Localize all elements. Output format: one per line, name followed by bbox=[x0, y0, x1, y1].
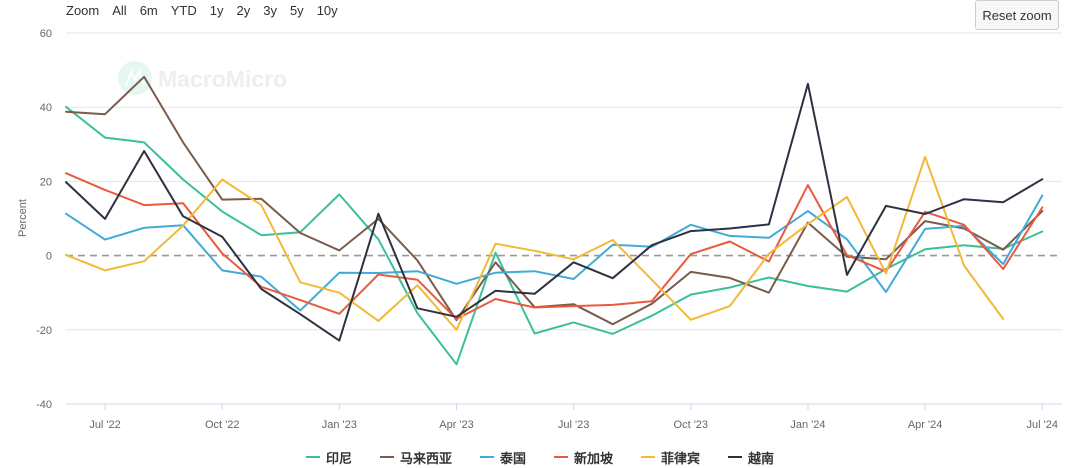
watermark-text: MacroMicro bbox=[158, 66, 287, 92]
y-tick-label: 0 bbox=[46, 251, 52, 263]
zoom-all-button[interactable]: All bbox=[112, 3, 127, 18]
series-lines bbox=[65, 75, 1044, 366]
x-tick-label: Apr '24 bbox=[908, 419, 943, 431]
x-axis: Jul '22 Oct '22 Jan '23 Apr '23 Jul '23 Oct '… bbox=[66, 403, 1062, 431]
legend-swatch bbox=[305, 456, 320, 458]
legend-label: 印尼 bbox=[325, 451, 352, 467]
y-tick-labels: -40 -20 0 20 40 60 bbox=[36, 28, 52, 411]
legend-item-2[interactable]: 泰国 bbox=[479, 447, 526, 467]
legend-label: 马来西亚 bbox=[399, 451, 452, 467]
legend-swatch bbox=[379, 456, 394, 458]
y-tick-label: 60 bbox=[40, 28, 52, 40]
legend-label: 泰国 bbox=[499, 451, 526, 467]
y-tick-label: -40 bbox=[36, 399, 52, 411]
legend-item-1[interactable]: 马来西亚 bbox=[379, 447, 452, 467]
legend-swatch bbox=[641, 456, 656, 458]
legend-label: 越南 bbox=[748, 451, 775, 467]
x-tick-label: Jan '23 bbox=[322, 419, 357, 431]
zoom-3y-button[interactable]: 3y bbox=[263, 3, 277, 18]
legend-swatch bbox=[554, 456, 568, 458]
legend-item-3[interactable]: 新加坡 bbox=[554, 447, 613, 467]
macromicro-logo-icon bbox=[118, 61, 152, 95]
y-tick-label: 20 bbox=[40, 176, 52, 188]
zoom-10y-button[interactable]: 10y bbox=[316, 3, 338, 18]
x-tick-label: Oct '22 bbox=[205, 419, 240, 431]
y-tick-label: -20 bbox=[36, 325, 52, 337]
x-tick-label: Jan '24 bbox=[790, 419, 825, 431]
watermark: MacroMicro bbox=[118, 61, 287, 95]
zoom-5y-button[interactable]: 5y bbox=[289, 3, 304, 18]
series-line-4 bbox=[65, 155, 1005, 331]
x-tick-label: Jul '22 bbox=[89, 419, 120, 431]
legend-label: 新加坡 bbox=[574, 451, 614, 467]
legend-item-5[interactable]: 越南 bbox=[728, 447, 774, 467]
series-line-3 bbox=[65, 172, 1044, 320]
chart-legend: 印尼 马来西亚 泰国 新加坡 菲律宾 越南 bbox=[0, 447, 1080, 467]
legend-item-0[interactable]: 印尼 bbox=[305, 447, 352, 467]
y-tick-label: 40 bbox=[40, 102, 52, 114]
series-line-1 bbox=[65, 75, 1044, 326]
zoom-6m-button[interactable]: 6m bbox=[139, 3, 158, 18]
x-tick-label: Jul '24 bbox=[1027, 419, 1058, 431]
zoom-1y-button[interactable]: 1y bbox=[209, 3, 224, 18]
series-line-5 bbox=[65, 82, 1044, 342]
zoom-label: Zoom bbox=[66, 3, 100, 18]
reset-zoom-button[interactable]: Reset zoom bbox=[975, 0, 1059, 30]
series-line-0 bbox=[65, 105, 1044, 366]
series-line-2 bbox=[65, 194, 1044, 312]
legend-item-4[interactable]: 菲律宾 bbox=[641, 447, 700, 467]
zoom-2y-button[interactable]: 2y bbox=[236, 3, 251, 18]
legend-swatch bbox=[479, 456, 494, 458]
x-tick-label: Jul '23 bbox=[558, 419, 589, 431]
zoom-ytd-button[interactable]: YTD bbox=[170, 3, 197, 18]
zoom-range-selector: Zoom All 6m YTD 1y 2y 3y 5y 10y bbox=[66, 3, 338, 21]
y-axis-label: Percent bbox=[17, 199, 29, 237]
legend-swatch bbox=[728, 456, 743, 458]
x-tick-label: Oct '23 bbox=[674, 419, 709, 431]
x-tick-label: Apr '23 bbox=[439, 419, 474, 431]
legend-label: 菲律宾 bbox=[661, 451, 701, 467]
